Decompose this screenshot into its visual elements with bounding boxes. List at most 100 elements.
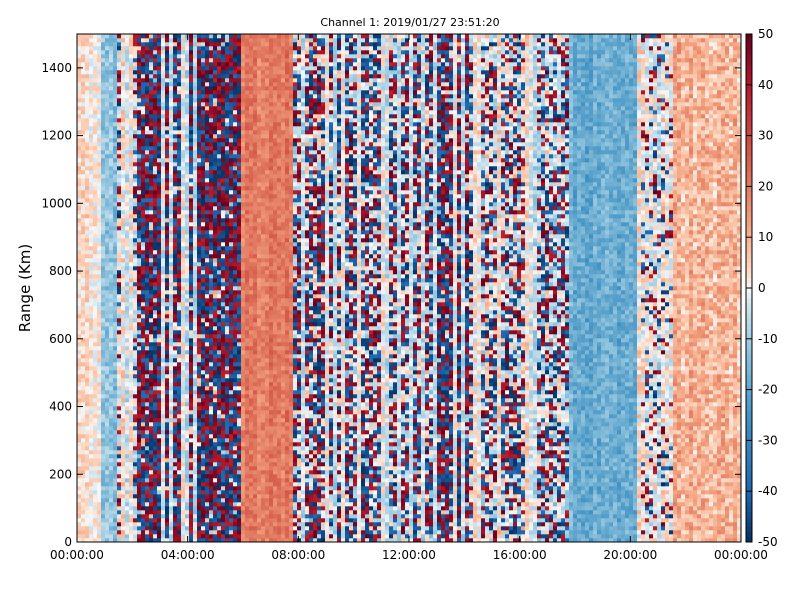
heatmap-cell <box>133 154 137 158</box>
heatmap-cell <box>101 258 105 262</box>
heatmap-cell <box>101 394 105 398</box>
heatmap-cell <box>97 274 101 278</box>
heatmap-cell <box>205 150 209 154</box>
heatmap-cell <box>189 46 193 50</box>
heatmap-cell <box>133 326 137 330</box>
heatmap-cell <box>81 330 85 334</box>
heatmap-cell <box>181 486 185 490</box>
heatmap-cell <box>85 294 89 298</box>
heatmap-cell <box>117 274 121 278</box>
heatmap-cell <box>213 154 217 158</box>
heatmap-cell <box>137 138 141 142</box>
heatmap-cell <box>157 302 161 306</box>
heatmap-cell <box>197 438 201 442</box>
heatmap-cell <box>221 402 225 406</box>
heatmap-cell <box>201 378 205 382</box>
heatmap-cell <box>109 258 113 262</box>
heatmap-cell <box>165 198 169 202</box>
heatmap-cell <box>113 390 117 394</box>
heatmap-cell <box>197 86 201 90</box>
heatmap-cell <box>157 402 161 406</box>
heatmap-cell <box>89 446 93 450</box>
heatmap-cell <box>165 282 169 286</box>
heatmap-cell <box>177 74 181 78</box>
heatmap-cell <box>93 194 97 198</box>
heatmap-cell <box>153 174 157 178</box>
heatmap-cell <box>177 510 181 514</box>
heatmap-cell <box>125 290 129 294</box>
heatmap-cell <box>145 422 149 426</box>
heatmap-cell <box>225 494 229 498</box>
heatmap-cell <box>121 470 125 474</box>
heatmap-cell <box>189 430 193 434</box>
heatmap-cell <box>93 158 97 162</box>
heatmap-cell <box>205 262 209 266</box>
heatmap-cell <box>77 438 81 442</box>
heatmap-cell <box>109 138 113 142</box>
heatmap-cell <box>105 350 109 354</box>
heatmap-cell <box>81 74 85 78</box>
heatmap-cell <box>189 234 193 238</box>
heatmap-cell <box>201 106 205 110</box>
heatmap-cell <box>201 58 205 62</box>
heatmap-cell <box>97 358 101 362</box>
heatmap-cell <box>109 262 113 266</box>
heatmap-cell <box>137 46 141 50</box>
heatmap-cell <box>213 214 217 218</box>
heatmap-cell <box>129 298 133 302</box>
heatmap-cell <box>177 210 181 214</box>
heatmap-cell <box>141 534 145 538</box>
heatmap-cell <box>89 118 93 122</box>
heatmap-cell <box>205 266 209 270</box>
heatmap-cell <box>105 274 109 278</box>
heatmap-cell <box>229 526 233 530</box>
heatmap-cell <box>149 98 153 102</box>
heatmap-cell <box>193 522 197 526</box>
heatmap-cell <box>169 226 173 230</box>
heatmap-cell <box>205 362 209 366</box>
heatmap-cell <box>233 366 237 370</box>
heatmap-cell <box>125 354 129 358</box>
heatmap-cell <box>217 118 221 122</box>
heatmap-cell <box>101 450 105 454</box>
heatmap-cell <box>85 418 89 422</box>
heatmap-cell <box>201 462 205 466</box>
heatmap-cell <box>109 386 113 390</box>
heatmap-cell <box>157 382 161 386</box>
heatmap-cell <box>153 386 157 390</box>
heatmap-cell <box>133 514 137 518</box>
heatmap-cell <box>181 198 185 202</box>
heatmap-cell <box>177 462 181 466</box>
heatmap-cell <box>145 190 149 194</box>
heatmap-cell <box>201 202 205 206</box>
heatmap-cell <box>141 266 145 270</box>
heatmap-cell <box>105 210 109 214</box>
heatmap-cell <box>233 398 237 402</box>
heatmap-cell <box>169 530 173 534</box>
heatmap-cell <box>137 318 141 322</box>
heatmap-cell <box>121 402 125 406</box>
heatmap-cell <box>217 338 221 342</box>
heatmap-cell <box>165 38 169 42</box>
heatmap-cell <box>189 286 193 290</box>
heatmap-cell <box>229 402 233 406</box>
heatmap-cell <box>97 330 101 334</box>
heatmap-cell <box>137 486 141 490</box>
heatmap-cell <box>185 318 189 322</box>
heatmap-cell <box>193 234 197 238</box>
heatmap-cell <box>89 134 93 138</box>
heatmap-cell <box>129 46 133 50</box>
heatmap-cell <box>93 358 97 362</box>
heatmap-cell <box>229 518 233 522</box>
heatmap-cell <box>213 194 217 198</box>
heatmap-cell <box>193 106 197 110</box>
heatmap-cell <box>181 394 185 398</box>
heatmap-cell <box>117 318 121 322</box>
heatmap-cell <box>181 330 185 334</box>
heatmap-cell <box>121 98 125 102</box>
heatmap-cell <box>153 222 157 226</box>
heatmap-cell <box>109 446 113 450</box>
heatmap-cell <box>81 394 85 398</box>
heatmap-cell <box>93 506 97 510</box>
heatmap-cell <box>185 382 189 386</box>
